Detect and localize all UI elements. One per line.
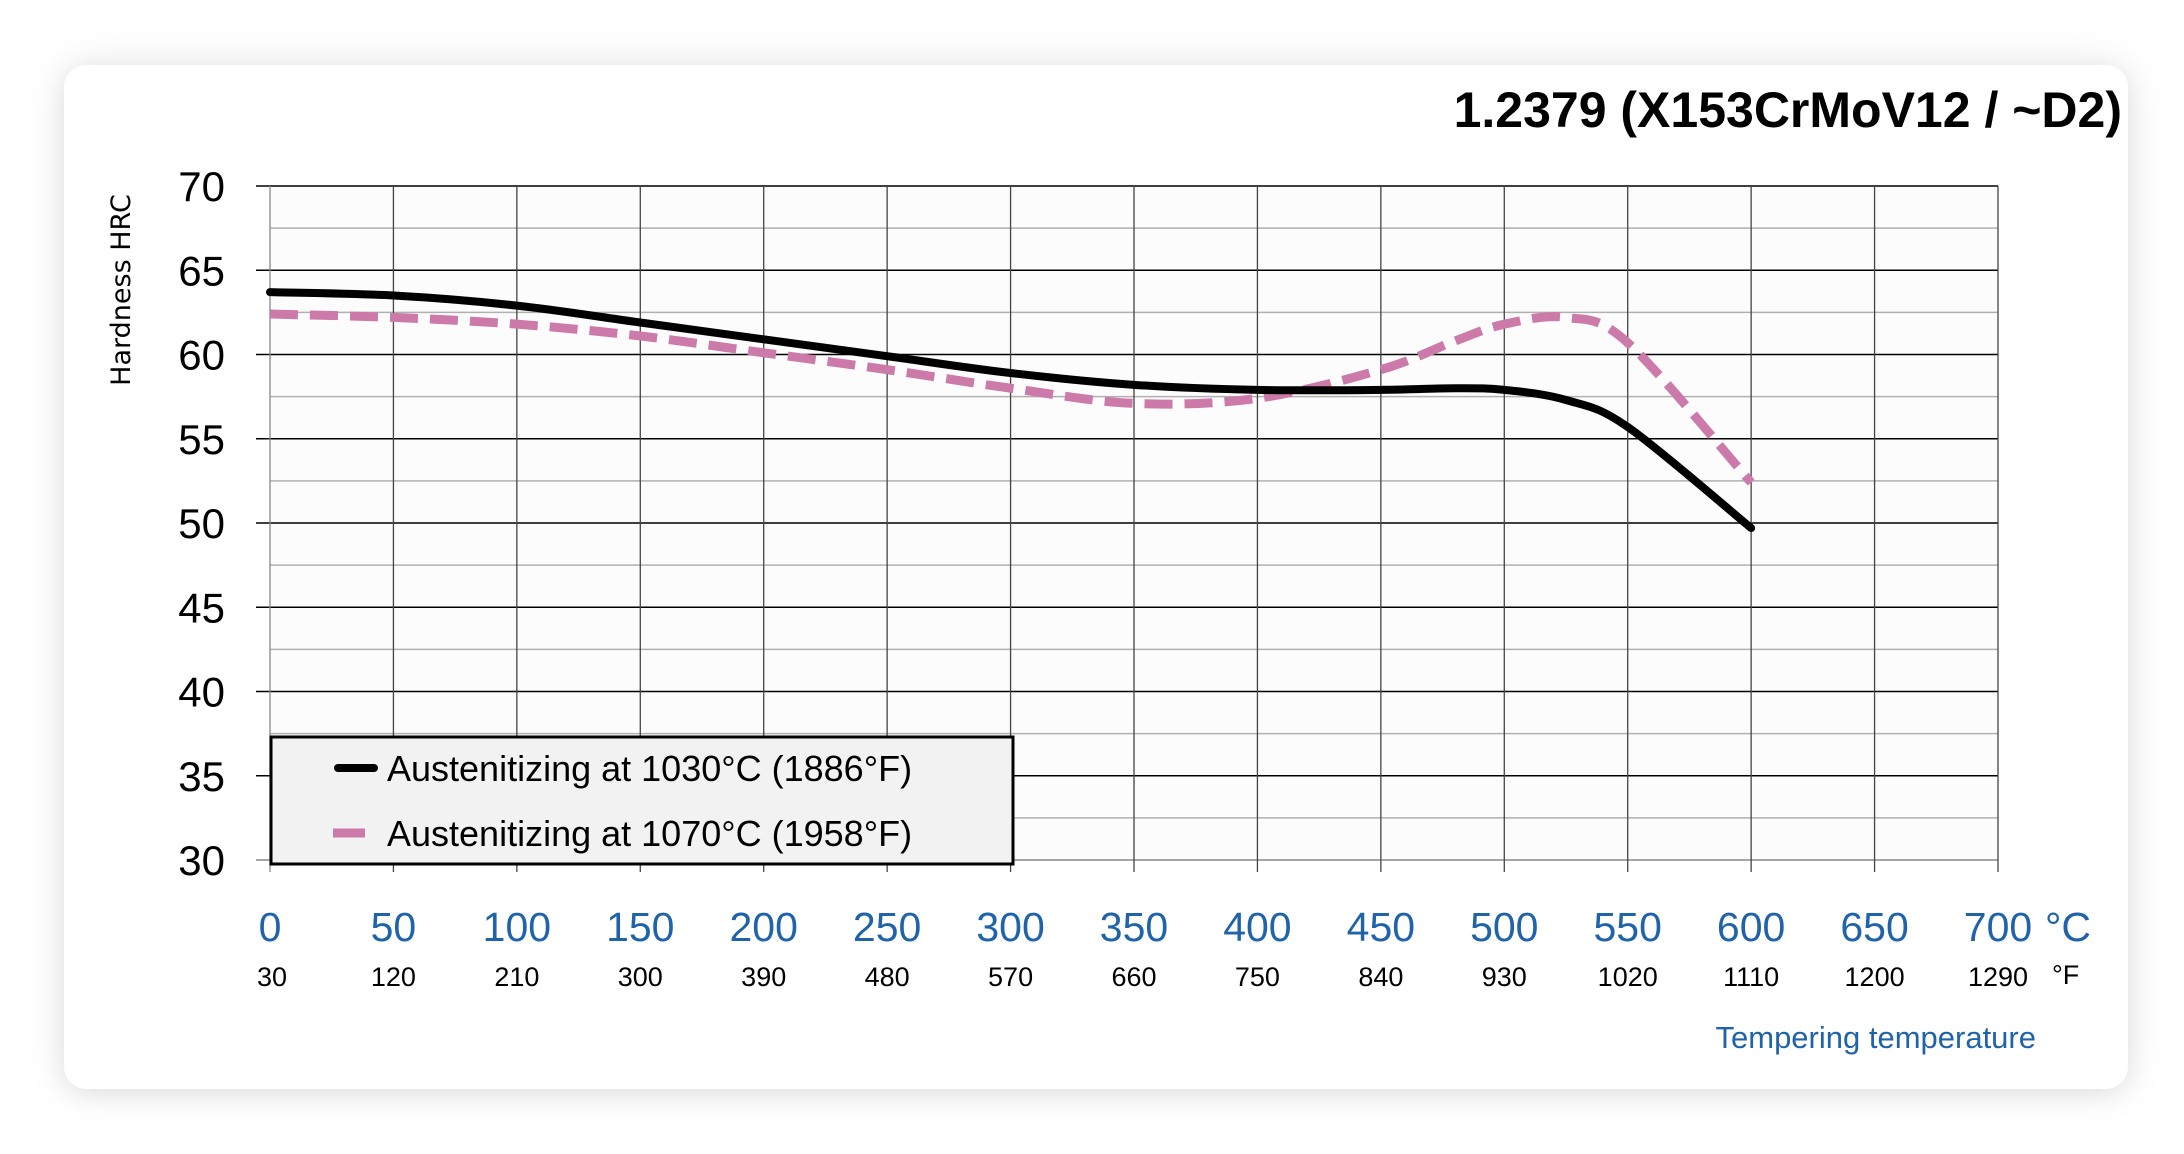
y-tick-label: 35 [178,753,225,800]
x-tick-label-f: 480 [865,962,910,992]
x-tick-label-c: 150 [606,904,674,950]
x-tick-label-f: 1290 [1968,962,2028,992]
x-tick-label-f: 390 [741,962,786,992]
legend-label-1070: Austenitizing at 1070°C (1958°F) [387,813,912,854]
x-tick-label-f: 750 [1235,962,1280,992]
series-lines [266,288,1756,533]
x-tick-label-c: 0 [259,904,282,950]
legend: Austenitizing at 1030°C (1886°F) Austeni… [269,735,1015,866]
x-tick-label-c: 500 [1470,904,1538,950]
x-tick-label-f: 840 [1358,962,1403,992]
chart-title: 1.2379 (X153CrMoV12 / ~D2) [1454,82,2122,138]
x-tick-label-f: 300 [618,962,663,992]
x-tick-label-c: 350 [1100,904,1168,950]
x-tick-label-f: 930 [1482,962,1527,992]
x-tick-label-c: 700 [1964,904,2032,950]
x-tick-label-c: 200 [730,904,798,950]
grid-lines [256,185,1999,872]
y-tick-label: 65 [178,247,225,294]
y-tick-label: 30 [178,837,225,884]
y-tick-label: 50 [178,500,225,547]
y-axis-ticks: 70 65 60 55 50 45 40 35 30 [178,163,225,884]
y-tick-label: 70 [178,163,225,210]
y-tick-label: 60 [178,332,225,379]
x-tick-label-f: 1020 [1598,962,1658,992]
x-tick-label-f: 660 [1111,962,1156,992]
x-tick-label-c: 400 [1223,904,1291,950]
y-tick-label: 45 [178,584,225,631]
x-tick-label-c: 50 [371,904,417,950]
x-tick-label-f: 570 [988,962,1033,992]
x-axis-label: Tempering temperature [1716,1020,2037,1055]
series-1070-line [269,309,1755,486]
x-tick-label-c: 550 [1594,904,1662,950]
x-tick-label-c: 250 [853,904,921,950]
x-tick-label-c: 300 [976,904,1044,950]
fahrenheit-unit-label: °F [2052,960,2079,990]
x-tick-label-f: 1110 [1723,962,1779,992]
x-tick-label-f: 30 [257,962,287,992]
y-tick-label: 55 [178,416,225,463]
x-tick-label-c: 600 [1717,904,1785,950]
y-tick-label: 40 [178,669,225,716]
x-tick-label-f: 120 [371,962,416,992]
y-axis-label: Hardness HRC [106,194,137,386]
x-tick-label-f: 210 [494,962,539,992]
x-tick-label-f: 1200 [1845,962,1905,992]
x-tick-label-c: 100 [483,904,551,950]
celsius-unit-label: °C [2045,904,2091,950]
x-tick-label-c: 450 [1347,904,1415,950]
x-axis-ticks-fahrenheit: 30 120 210 300 390 480 570 660 750 840 930 1020 1110… [257,962,2028,992]
x-axis-ticks-celsius: 0 50 100 150 200 250 300 350 400 450 500 550 600 650 7… [259,904,2033,950]
x-tick-label-c: 650 [1840,904,1908,950]
legend-box [269,735,1015,866]
legend-label-1030: Austenitizing at 1030°C (1886°F) [387,748,912,789]
series-1030-line [266,288,1756,533]
